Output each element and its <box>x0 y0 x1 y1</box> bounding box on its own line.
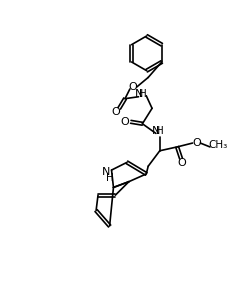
Text: N: N <box>152 127 160 136</box>
Text: O: O <box>121 117 129 127</box>
Text: N: N <box>101 167 110 177</box>
Text: O: O <box>128 82 137 92</box>
Text: O: O <box>192 138 201 148</box>
Text: CH₃: CH₃ <box>208 140 227 150</box>
Text: N: N <box>135 89 144 99</box>
Text: O: O <box>111 107 120 117</box>
Text: O: O <box>178 158 186 168</box>
Text: H: H <box>140 89 147 99</box>
Text: H: H <box>106 173 114 183</box>
Text: H: H <box>156 127 164 136</box>
